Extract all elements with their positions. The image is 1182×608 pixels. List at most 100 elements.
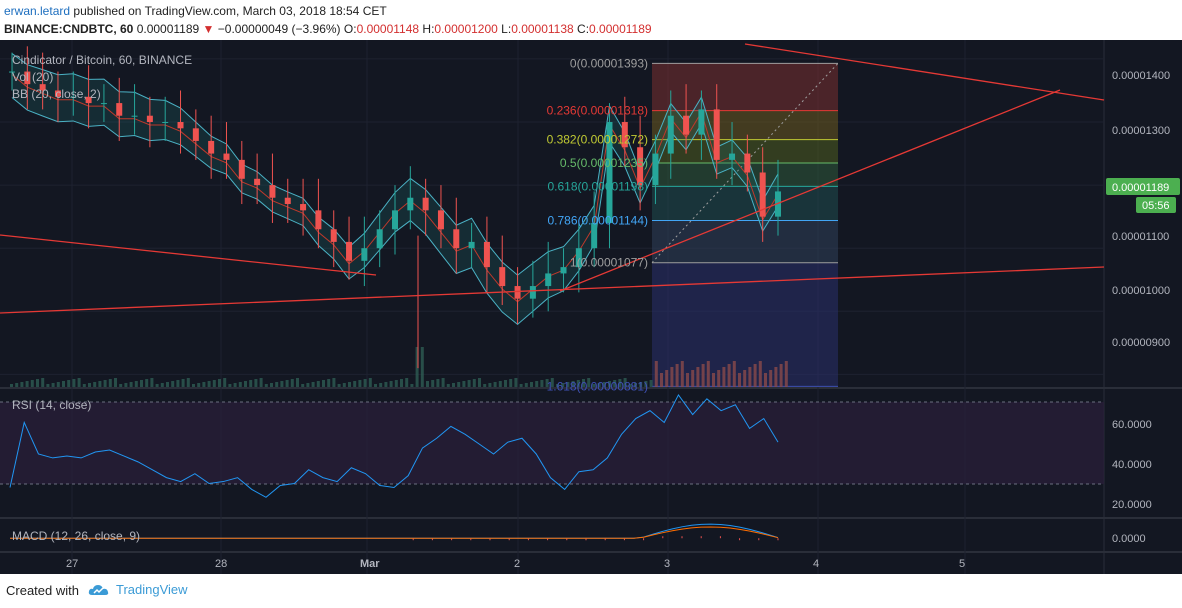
volume-bar	[774, 367, 778, 387]
y-tick-label: 0.00001300	[1112, 125, 1170, 137]
publish-info: published on TradingView.com, March 03, …	[73, 4, 387, 18]
last-price-badge	[1106, 178, 1180, 195]
volume-bar	[238, 382, 242, 387]
fibonacci-retracement[interactable]	[651, 62, 839, 387]
rsi-band	[0, 402, 1104, 484]
volume-bar	[10, 384, 13, 387]
volume-bar	[41, 378, 45, 387]
candle-body	[667, 115, 674, 154]
macd-tick-label: 0.0000	[1112, 533, 1146, 545]
volume-bar	[342, 383, 346, 387]
volume-bar	[431, 380, 435, 387]
fib-label: 1(0.00001077)	[570, 256, 648, 270]
volume-bar	[124, 383, 128, 387]
close-label: C:	[577, 22, 590, 36]
volume-bar	[571, 381, 575, 387]
fib-zone	[652, 139, 838, 164]
volume-bar	[327, 379, 331, 387]
candle-body	[39, 84, 46, 91]
volume-bar	[597, 383, 601, 387]
fib-label: 1.618(0.00000881)	[547, 379, 648, 393]
candle-body	[146, 115, 153, 123]
candle-body	[162, 122, 169, 124]
volume-bar	[467, 380, 471, 387]
volume-bar	[186, 378, 190, 387]
volume-bar	[753, 364, 757, 387]
candle-body	[85, 96, 92, 104]
volume-bar	[582, 379, 585, 387]
volume-bar	[488, 383, 492, 387]
open-value: 0.00001148	[356, 22, 420, 36]
macd-pane-background[interactable]	[0, 519, 1104, 551]
volume-bar	[530, 382, 533, 387]
volume-indicator-label[interactable]: Vol (20)	[12, 70, 53, 84]
volume-bar	[649, 380, 653, 387]
volume-bar	[493, 382, 497, 387]
y-tick-label: 0.00001100	[1112, 231, 1169, 243]
candle-body	[192, 128, 199, 141]
volume-bar	[758, 361, 762, 387]
volume-bar	[379, 383, 383, 387]
main-price-axis[interactable]: 0.00001400 0.00001300 0.00001100 0.00001…	[1112, 70, 1170, 349]
rsi-tick-label: 40.0000	[1112, 459, 1152, 471]
low-label: L:	[501, 22, 512, 36]
signal-line	[10, 526, 779, 539]
candle-body	[652, 153, 659, 186]
x-tick-label: 3	[664, 558, 670, 570]
time-axis-background[interactable]	[0, 553, 1104, 574]
price-change: −0.00000049 (−3.96%)	[217, 22, 341, 36]
volume-bar	[134, 381, 138, 387]
volume-bar	[353, 381, 357, 387]
candle-body	[70, 96, 77, 98]
volume-bar	[686, 373, 689, 387]
bb-indicator-label[interactable]: BB (20, close, 2)	[12, 87, 101, 101]
high-value: 0.00001200	[434, 22, 498, 36]
countdown-badge-text: 05:56	[1142, 200, 1170, 212]
volume-bar	[680, 361, 684, 387]
candle-body	[392, 210, 398, 230]
volume-bar	[223, 378, 227, 387]
volume-bar	[368, 378, 372, 387]
volume-bar	[446, 384, 450, 387]
volume-bar	[701, 364, 705, 387]
candle-body	[223, 153, 230, 160]
volume-bar	[613, 380, 617, 387]
volume-bar	[88, 383, 91, 387]
candle-body	[545, 273, 552, 287]
volume-bar	[764, 373, 767, 387]
candle-body	[759, 172, 766, 217]
price-axis-background[interactable]	[1104, 40, 1182, 574]
candle-body	[529, 286, 536, 299]
author-link[interactable]: erwan.letard	[4, 4, 71, 18]
trend-lines[interactable]	[0, 43, 1105, 314]
volume-bar	[285, 380, 289, 387]
time-axis[interactable]: 27 28 Mar 2 3 4 5	[66, 558, 965, 570]
macd-pane-title[interactable]: MACD (12, 26, close, 9)	[12, 529, 140, 543]
volume-bar	[103, 380, 107, 387]
volume-bar	[452, 383, 455, 387]
volume-bar	[498, 381, 502, 387]
rsi-pane-title[interactable]: RSI (14, close)	[12, 398, 91, 412]
fib-zone	[652, 262, 838, 387]
symbol-header: BINANCE:CNDBTC, 60 0.00001189 ▼ −0.00000…	[4, 22, 652, 36]
volume-bar	[524, 383, 528, 387]
volume-bar	[358, 380, 362, 387]
candle-body	[575, 248, 582, 268]
volume-bar	[290, 379, 294, 387]
volume-bar	[202, 382, 206, 387]
volume-bars	[10, 347, 788, 387]
volume-bar	[623, 378, 627, 387]
tradingview-link[interactable]: TradingView	[88, 582, 188, 597]
chart-canvas[interactable]: 0(0.00001393) 0.236(0.00001318) 0.382(0.00…	[0, 40, 1182, 574]
volume-bar	[472, 379, 476, 387]
volume-bar	[311, 382, 315, 387]
candle-body	[100, 103, 107, 105]
candle-body	[621, 122, 628, 148]
fib-label: 0.618(0.00001198)	[547, 179, 648, 193]
volume-bar	[181, 379, 185, 387]
main-pane-background[interactable]	[0, 40, 1104, 387]
volume-bar	[415, 347, 419, 387]
volume-bar	[389, 381, 393, 387]
volume-bar	[618, 379, 622, 387]
candle-body	[300, 204, 307, 211]
